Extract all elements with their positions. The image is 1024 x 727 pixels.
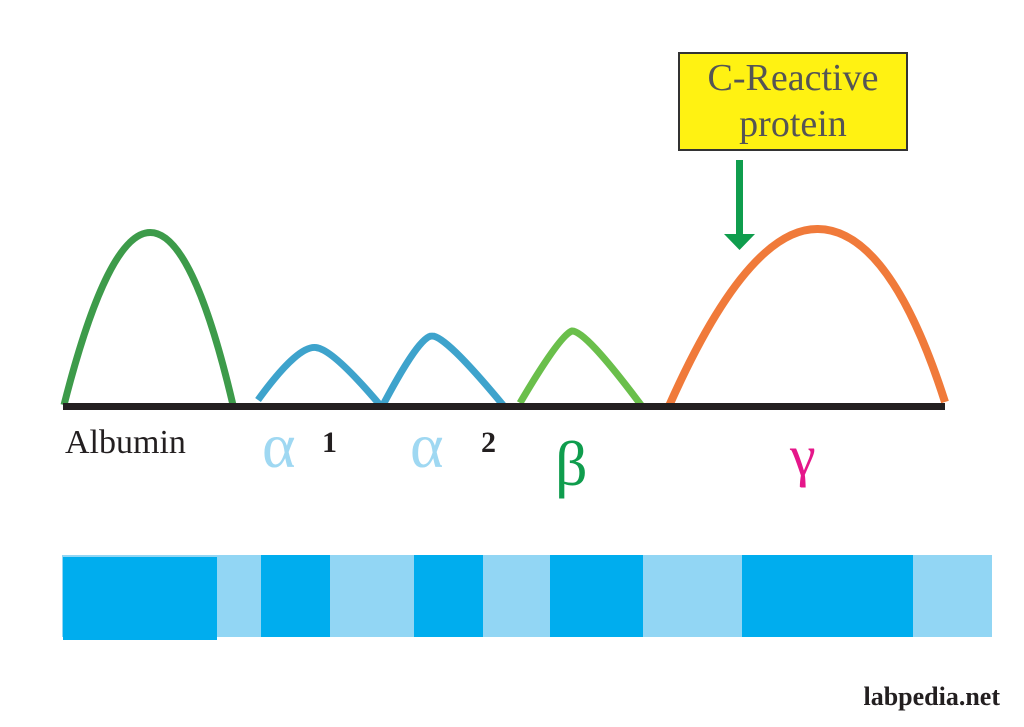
band-gamma [742,555,913,637]
alpha1-peak [255,343,383,408]
gamma-peak [665,224,949,408]
baseline [63,403,945,410]
beta-peak [516,327,644,408]
label-alpha2-sub: 2 [481,426,496,459]
band-alpha1 [261,555,330,637]
alpha2-peak [379,332,506,408]
watermark: labpedia.net [863,682,1000,711]
label-alpha1-sub: 1 [322,426,337,459]
gel-strip [62,555,992,640]
label-gamma: γ [789,423,816,488]
band-alpha2 [414,555,483,637]
band-albumin [63,557,217,640]
label-beta: β [555,428,588,499]
label-albumin: Albumin [65,424,186,461]
crp-callout-box [678,52,908,151]
label-alpha1-symbol: α [262,410,296,481]
label-alpha2-symbol: α [410,410,444,481]
crp-callout-line2: protein [739,103,847,145]
down-arrow-icon [724,160,755,250]
crp-callout-line1: C-Reactive [708,57,879,99]
albumin-peak [60,229,237,406]
band-beta [550,555,643,637]
